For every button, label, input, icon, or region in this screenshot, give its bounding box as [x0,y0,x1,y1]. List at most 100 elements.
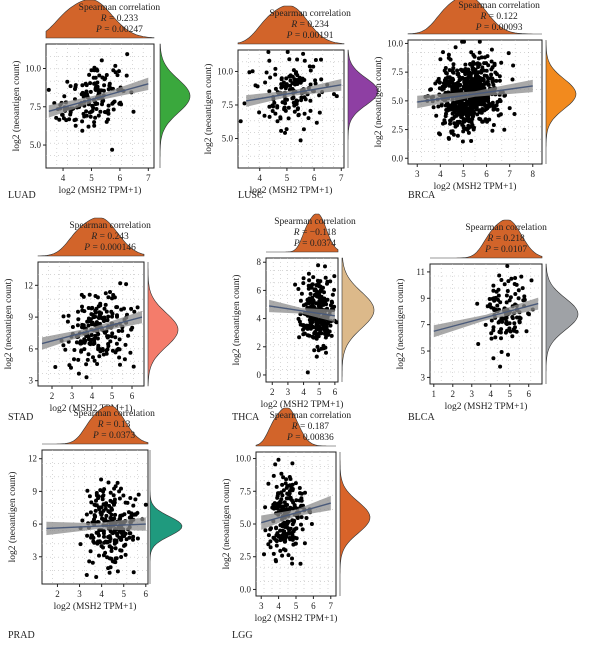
scatter-point [102,306,107,311]
scatter-point [451,62,456,67]
scatter-point [78,341,83,346]
y-tick-label: 9 [421,293,426,303]
scatter-point [93,508,98,513]
top-density [430,219,543,259]
x-tick-label: 4 [257,173,262,183]
scatter-point [107,570,112,575]
scatter-point [457,99,462,104]
scatter-point [308,82,313,87]
scatter-point [300,78,304,83]
scatter-point [136,492,141,497]
scatter-point [472,103,477,108]
scatter-point [102,83,107,88]
scatter-point [126,510,131,515]
scatter-point [494,289,499,294]
scatter-point [291,535,296,540]
scatter-point [480,65,485,70]
x-axis-title: log2 (MSH2 TPM+1) [250,185,333,196]
scatter-point [326,332,331,337]
scatter-point [441,50,445,55]
scatter-point [314,320,319,324]
scatter-point [100,516,104,521]
scatter-point [483,117,488,122]
scatter-point [299,291,304,296]
scatter-point [444,70,448,75]
y-tick-label: 10.0 [235,454,251,464]
scatter-point [455,133,460,138]
x-tick-label: 4 [276,601,281,611]
scatter-point [92,65,97,70]
scatter-point [96,343,101,348]
scatter-point [315,324,320,329]
scatter-point [296,106,300,111]
scatter-point [324,325,328,329]
scatter-point [123,552,128,557]
scatter-point [314,333,319,338]
scatter-point [482,55,487,60]
scatter-point [477,109,482,114]
scatter-point [263,80,268,85]
scatter-point [275,105,280,110]
scatter-point [95,68,100,73]
x-tick-label: 5 [317,387,322,397]
scatter-point [273,558,278,562]
scatter-point [106,103,111,108]
scatter-point [447,68,452,73]
right-density [149,450,183,584]
scatter-point [506,352,510,357]
scatter-point [485,80,490,85]
scatter-point [119,548,124,553]
scatter-point [129,327,134,332]
scatter-panel-blca: 1 2 3 4 5 6 3 5 7 9 11 log2 (MSH2 TPM+1) log2 (neoan… [395,219,579,423]
scatter-point [319,77,324,82]
scatter-point [313,287,318,292]
scatter-point [120,513,125,518]
right-density [347,49,379,168]
scatter-point [487,117,492,122]
scatter-point [112,497,117,502]
scatter-point [328,323,333,328]
scatter-point [495,107,500,112]
y-axis-title: log2 (neoantigen count) [7,472,18,563]
scatter-point [308,326,313,331]
scatter-point [91,355,95,360]
scatter-point [332,274,337,279]
scatter-point [504,293,509,298]
scatter-point [516,288,521,293]
scatter-point [91,535,96,540]
x-tick-label: 4 [90,391,95,401]
scatter-point [450,103,455,107]
scatter-point [508,329,513,334]
scatter-point [446,79,451,84]
x-axis-title: log2 (MSH2 TPM+1) [261,399,344,410]
scatter-point [454,113,459,118]
scatter-point [459,87,464,92]
scatter-point [113,335,118,340]
panel-label: STAD [8,412,33,423]
regression-line [48,83,149,113]
p-value: P = 0.000146 [83,243,136,253]
y-tick-label: 6 [29,344,34,354]
scatter-point [292,518,297,523]
scatter-point [101,531,106,536]
scatter-point [279,85,284,90]
scatter-point [288,537,293,542]
scatter-point [313,58,318,62]
scatter-point [87,559,92,564]
scatter-point [298,561,303,566]
top-density [407,0,542,35]
scatter-point [481,68,486,73]
scatter-point [505,289,510,293]
scatter-point [293,282,298,287]
scatter-point [313,292,318,297]
scatter-point [99,58,104,63]
scatter-point [469,50,474,55]
scatter-point [323,335,328,340]
scatter-point [283,101,288,106]
x-tick-label: 4 [99,589,104,599]
scatter-point [500,319,505,324]
scatter-point [305,325,310,330]
scatter-point [131,534,136,539]
scatter-point [129,306,134,311]
scatter-point [316,293,321,298]
